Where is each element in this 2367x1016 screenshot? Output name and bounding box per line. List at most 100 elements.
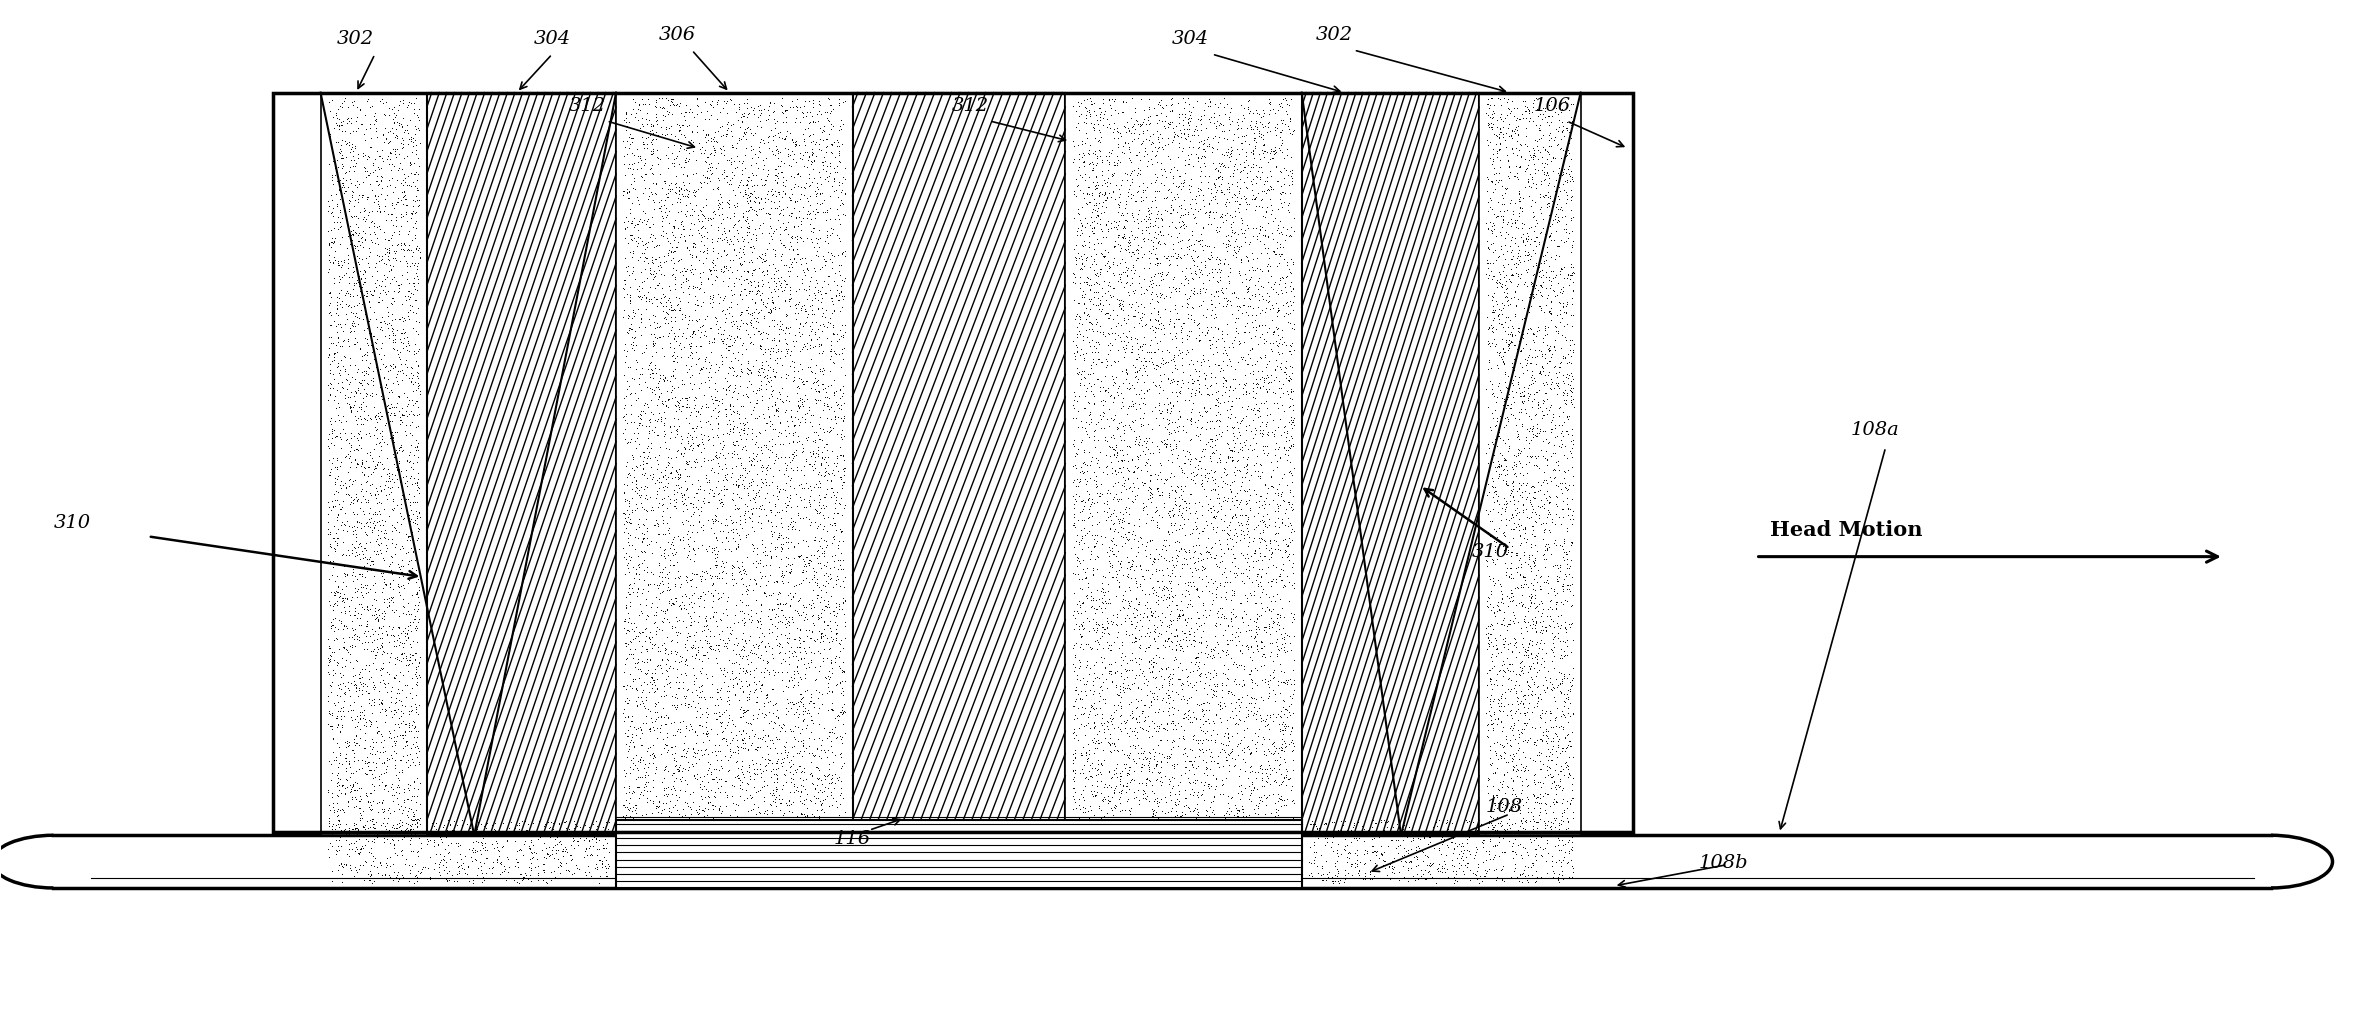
Point bbox=[1112, 661, 1150, 678]
Point bbox=[1110, 380, 1148, 396]
Point bbox=[1262, 112, 1299, 128]
Point bbox=[1460, 870, 1498, 886]
Point bbox=[722, 508, 760, 524]
Point bbox=[1219, 808, 1257, 824]
Point bbox=[1193, 431, 1231, 447]
Point bbox=[788, 655, 826, 672]
Point bbox=[1110, 438, 1148, 454]
Point bbox=[488, 833, 525, 849]
Point bbox=[1146, 805, 1184, 821]
Point bbox=[1112, 570, 1150, 586]
Point bbox=[639, 555, 677, 571]
Point bbox=[310, 247, 348, 263]
Point bbox=[715, 97, 753, 113]
Point bbox=[1255, 146, 1292, 163]
Point bbox=[1271, 278, 1309, 295]
Point bbox=[1226, 377, 1264, 393]
Point bbox=[1207, 229, 1245, 245]
Point bbox=[781, 629, 819, 645]
Point bbox=[540, 834, 578, 850]
Point bbox=[646, 200, 684, 216]
Point bbox=[660, 94, 698, 111]
Point bbox=[365, 834, 402, 850]
Point bbox=[677, 312, 715, 328]
Point bbox=[1146, 470, 1184, 487]
Point bbox=[1546, 743, 1584, 759]
Point bbox=[1264, 716, 1302, 733]
Point bbox=[1134, 556, 1172, 572]
Point bbox=[398, 89, 436, 106]
Point bbox=[1496, 677, 1534, 693]
Point bbox=[1496, 864, 1534, 880]
Point bbox=[320, 450, 357, 466]
Point bbox=[722, 306, 760, 322]
Point bbox=[1496, 284, 1534, 301]
Point bbox=[1484, 820, 1522, 836]
Point bbox=[1176, 633, 1214, 649]
Point bbox=[372, 473, 409, 490]
Point bbox=[1503, 586, 1541, 602]
Point bbox=[1176, 562, 1214, 578]
Point bbox=[677, 579, 715, 595]
Point bbox=[1269, 674, 1307, 690]
Point bbox=[1498, 291, 1536, 307]
Point bbox=[608, 636, 646, 652]
Point bbox=[665, 742, 703, 758]
Point bbox=[611, 161, 649, 177]
Point bbox=[712, 515, 750, 531]
Point bbox=[1120, 816, 1157, 832]
Point bbox=[1110, 276, 1148, 293]
Point bbox=[684, 777, 722, 793]
Point bbox=[753, 304, 791, 320]
Point bbox=[348, 331, 386, 347]
Point bbox=[670, 721, 708, 738]
Point bbox=[1103, 657, 1141, 674]
Point bbox=[1160, 410, 1198, 427]
Point bbox=[1245, 494, 1283, 510]
Point bbox=[490, 864, 528, 880]
Point bbox=[1110, 297, 1148, 313]
Point bbox=[1548, 392, 1586, 408]
Point bbox=[1245, 374, 1283, 390]
Point bbox=[1247, 718, 1285, 735]
Point bbox=[1221, 171, 1259, 187]
Point bbox=[1501, 653, 1539, 670]
Point bbox=[365, 313, 402, 329]
Point bbox=[1356, 843, 1394, 860]
Point bbox=[1188, 267, 1226, 283]
Point bbox=[1539, 188, 1576, 204]
Point bbox=[667, 409, 705, 426]
Point bbox=[393, 131, 431, 147]
Point bbox=[606, 336, 644, 353]
Point bbox=[395, 809, 433, 825]
Point bbox=[1527, 171, 1565, 187]
Point bbox=[757, 488, 795, 504]
Point bbox=[637, 176, 675, 192]
Point bbox=[1264, 674, 1302, 690]
Point bbox=[646, 822, 684, 838]
Point bbox=[383, 558, 421, 574]
Point bbox=[1086, 584, 1124, 600]
Point bbox=[1212, 237, 1250, 253]
Point bbox=[1484, 196, 1522, 212]
Point bbox=[1091, 107, 1129, 123]
Point bbox=[1115, 789, 1153, 806]
Point bbox=[395, 821, 433, 837]
Point bbox=[1231, 764, 1269, 780]
Point bbox=[715, 242, 753, 258]
Point bbox=[1098, 218, 1136, 235]
Point bbox=[776, 133, 814, 149]
Point bbox=[353, 811, 391, 827]
Point bbox=[1517, 829, 1555, 845]
Point bbox=[1266, 354, 1304, 370]
Point bbox=[724, 660, 762, 677]
Point bbox=[672, 123, 710, 139]
Point bbox=[317, 795, 355, 811]
Point bbox=[712, 560, 750, 576]
Point bbox=[743, 763, 781, 779]
Point bbox=[729, 202, 767, 218]
Point bbox=[663, 213, 701, 230]
Point bbox=[623, 624, 660, 640]
Point bbox=[357, 719, 395, 736]
Point bbox=[757, 789, 795, 806]
